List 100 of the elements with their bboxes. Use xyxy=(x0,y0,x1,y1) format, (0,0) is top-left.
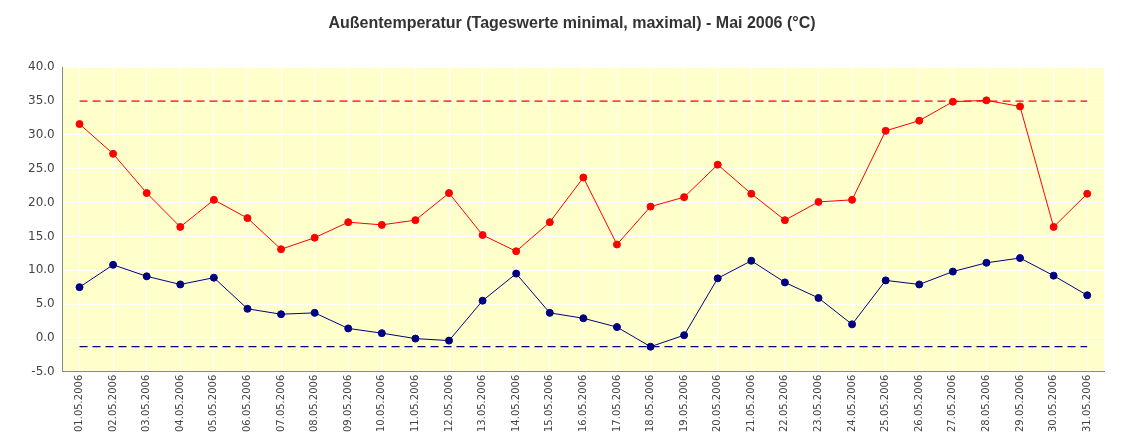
x-tick-label: 07.05.2006 xyxy=(274,374,286,433)
point xyxy=(310,233,319,242)
point xyxy=(881,126,890,135)
point xyxy=(713,160,722,169)
point xyxy=(680,193,689,202)
point xyxy=(982,258,991,267)
point xyxy=(243,214,252,223)
x-tick-label: 15.05.2006 xyxy=(543,374,555,433)
point xyxy=(109,260,118,269)
point xyxy=(109,149,118,158)
y-tick-label: 10.0 xyxy=(28,262,55,277)
x-tick-label: 28.05.2006 xyxy=(980,374,992,433)
x-tick-label: 21.05.2006 xyxy=(744,374,756,433)
x-tick-label: 17.05.2006 xyxy=(610,374,622,433)
y-tick-label: 30.0 xyxy=(28,127,55,141)
point xyxy=(814,293,823,302)
point xyxy=(780,216,789,225)
point xyxy=(243,304,252,313)
x-tick-label: 30.05.2006 xyxy=(1047,374,1059,433)
x-tick-label: 06.05.2006 xyxy=(241,374,253,433)
x-tick-label: 29.05.2006 xyxy=(1013,374,1025,433)
x-tick-label: 10.05.2006 xyxy=(375,374,387,433)
point xyxy=(814,197,823,206)
point xyxy=(982,96,991,105)
point xyxy=(612,240,621,249)
x-tick-label: 23.05.2006 xyxy=(812,374,824,433)
point xyxy=(881,276,890,285)
x-tick-label: 05.05.2006 xyxy=(207,374,219,433)
point xyxy=(277,310,286,319)
point xyxy=(176,280,185,289)
point xyxy=(646,202,655,211)
point xyxy=(1083,291,1092,300)
x-tick-label: 12.05.2006 xyxy=(442,374,454,433)
point xyxy=(142,189,151,198)
point xyxy=(1049,271,1058,280)
point xyxy=(411,216,420,225)
point xyxy=(915,116,924,125)
x-tick-label: 03.05.2006 xyxy=(140,374,152,433)
point xyxy=(948,267,957,276)
point xyxy=(75,120,84,129)
x-tick-label: 11.05.2006 xyxy=(409,374,420,433)
x-tick-label: 20.05.2006 xyxy=(711,374,723,433)
point xyxy=(512,247,521,256)
x-tick-label: 14.05.2006 xyxy=(509,374,521,433)
point xyxy=(1016,102,1025,111)
x-tick-label: 01.05.2006 xyxy=(73,374,85,433)
x-tick-label: 24.05.2006 xyxy=(845,374,857,433)
point xyxy=(747,256,756,265)
y-tick-label: 20.0 xyxy=(28,194,55,209)
point xyxy=(680,331,689,340)
point xyxy=(377,329,386,338)
point xyxy=(780,278,789,287)
point xyxy=(209,273,218,282)
point xyxy=(545,308,554,317)
point xyxy=(512,269,521,278)
point xyxy=(411,334,420,343)
x-tick-label: 19.05.2006 xyxy=(677,374,689,433)
point xyxy=(445,189,453,198)
x-tick-label: 18.05.2006 xyxy=(644,374,656,433)
y-tick-label: 40.0 xyxy=(28,59,55,74)
point xyxy=(377,220,386,229)
x-tick-label: 31.05.2006 xyxy=(1080,374,1092,433)
point xyxy=(848,195,857,204)
x-tick-label: 09.05.2006 xyxy=(341,374,353,433)
point xyxy=(344,324,353,333)
y-tick-label: 5.0 xyxy=(35,296,55,311)
x-tick-label: 22.05.2006 xyxy=(778,374,790,433)
x-tick-label: 13.05.2006 xyxy=(476,374,488,433)
y-tick-label: 15.0 xyxy=(28,228,55,243)
point xyxy=(713,274,722,283)
x-tick-label: 04.05.2006 xyxy=(173,374,185,433)
point xyxy=(1016,254,1025,263)
x-tick-label: 25.05.2006 xyxy=(879,374,891,433)
point xyxy=(277,245,286,254)
point xyxy=(915,280,924,289)
point xyxy=(579,173,588,182)
point xyxy=(478,231,487,240)
point xyxy=(747,189,756,198)
point xyxy=(445,336,453,345)
point xyxy=(344,218,353,227)
x-tick-label: 08.05.2006 xyxy=(308,374,320,433)
point xyxy=(1049,222,1058,231)
y-tick-label: 0.0 xyxy=(35,330,55,345)
x-tick-label: 16.05.2006 xyxy=(576,374,588,433)
x-tick-label: 02.05.2006 xyxy=(106,374,118,433)
point xyxy=(478,296,487,305)
point xyxy=(75,283,84,292)
y-tick-label: -5.0 xyxy=(31,363,55,378)
y-tick-label: 25.0 xyxy=(28,160,55,175)
point xyxy=(1083,189,1092,198)
y-tick-label: 35.0 xyxy=(28,93,55,108)
point xyxy=(142,272,151,281)
point xyxy=(176,222,185,231)
point xyxy=(209,195,218,204)
point xyxy=(545,218,554,227)
chart-title: Außentemperatur (Tageswerte minimal, maximal) - Mai 2006 (°C) xyxy=(328,14,816,31)
point xyxy=(579,314,588,323)
x-tick-label: 27.05.2006 xyxy=(946,374,958,433)
point xyxy=(310,308,319,317)
point xyxy=(848,320,857,329)
